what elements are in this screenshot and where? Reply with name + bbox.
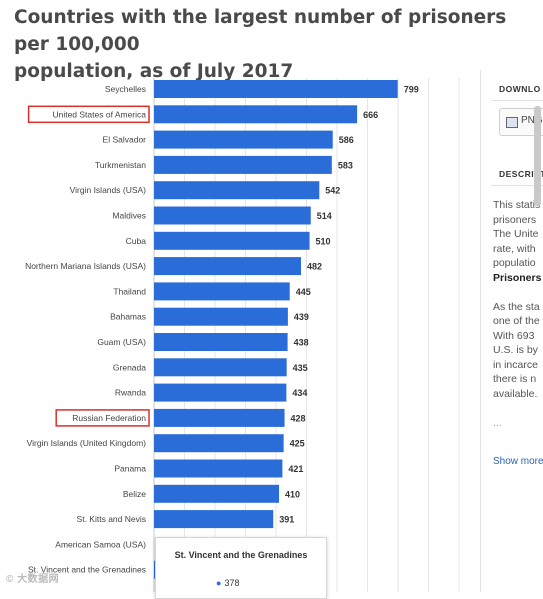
description-line: rate, with bbox=[493, 242, 536, 255]
chart-tooltip: St. Vincent and the Grenadines ● 378 bbox=[155, 537, 327, 599]
data-label: 391 bbox=[279, 515, 294, 525]
chart-title: Countries with the largest number of pri… bbox=[14, 4, 539, 85]
paragraph-line: U.S. is by bbox=[493, 344, 538, 356]
data-label: 434 bbox=[292, 388, 307, 398]
bar bbox=[154, 510, 274, 529]
category-label: American Samoa (USA) bbox=[55, 539, 146, 549]
watermark: © 大数据网 bbox=[6, 574, 60, 585]
scrollbar[interactable] bbox=[534, 106, 541, 206]
data-label: 410 bbox=[285, 489, 300, 499]
show-more-link[interactable]: Show more bbox=[493, 456, 543, 467]
category-label: Northern Mariana Islands (USA) bbox=[25, 261, 146, 271]
data-label: 439 bbox=[294, 312, 309, 322]
paragraph-line: As the sta bbox=[493, 300, 540, 313]
bar-chart: Seychelles 799 United States of America 666… bbox=[25, 78, 460, 592]
title-line-1: Countries with the largest number of pri… bbox=[14, 7, 507, 55]
title-line-2: population, as of July 2017 bbox=[14, 61, 294, 82]
data-label: 583 bbox=[338, 160, 353, 170]
bar bbox=[154, 155, 332, 174]
data-label: 586 bbox=[339, 135, 354, 145]
description-line: prisoners bbox=[493, 213, 537, 226]
sidebar-panel: DOWNLO PNG DESCRIPT This statis prisoner… bbox=[480, 70, 543, 592]
description-line: This statis bbox=[493, 199, 541, 211]
bar bbox=[154, 383, 287, 402]
bar bbox=[154, 130, 333, 149]
category-label: Bahamas bbox=[110, 312, 146, 322]
category-label: United States of America bbox=[52, 109, 146, 119]
paragraph-line: available. bbox=[493, 387, 538, 400]
data-label: 428 bbox=[291, 413, 306, 423]
bar bbox=[154, 206, 311, 225]
category-label: St. Kitts and Nevis bbox=[77, 514, 146, 524]
paragraph-line: in incarce bbox=[493, 358, 538, 371]
divider bbox=[491, 185, 543, 186]
paragraph-line: With 693 bbox=[493, 329, 535, 342]
category-label: Cuba bbox=[126, 236, 147, 246]
category-label: El Salvador bbox=[103, 135, 147, 145]
bar bbox=[154, 434, 284, 453]
description-subheading: Prisoners bbox=[493, 271, 542, 284]
description-heading: DESCRIPT bbox=[499, 169, 543, 179]
category-label: Thailand bbox=[113, 286, 146, 296]
data-label: 438 bbox=[294, 338, 309, 348]
tooltip-value-label: 378 bbox=[224, 578, 240, 588]
faded-text: ... bbox=[493, 416, 502, 429]
data-label: 514 bbox=[317, 211, 332, 221]
bar bbox=[154, 80, 398, 98]
category-label: Virgin Islands (USA) bbox=[70, 185, 147, 195]
data-label: 542 bbox=[325, 186, 340, 196]
bar bbox=[154, 358, 287, 377]
png-label: PNG bbox=[521, 115, 543, 126]
bar bbox=[154, 181, 320, 200]
bar bbox=[154, 231, 310, 250]
category-label: Russian Federation bbox=[72, 413, 146, 423]
divider bbox=[491, 100, 543, 101]
download-heading: DOWNLO bbox=[499, 84, 541, 94]
category-label: Turkmenistan bbox=[95, 160, 146, 170]
data-label: 666 bbox=[363, 110, 378, 120]
category-label: Virgin Islands (United Kingdom) bbox=[27, 438, 147, 448]
category-label: Belize bbox=[123, 489, 146, 499]
data-label: 482 bbox=[307, 262, 322, 272]
data-label: 435 bbox=[293, 363, 308, 373]
bar bbox=[154, 408, 285, 427]
tooltip-value: ● 378 bbox=[216, 578, 239, 588]
image-icon bbox=[506, 117, 518, 128]
bar bbox=[154, 459, 283, 478]
category-label: Panama bbox=[114, 464, 146, 474]
data-label: 425 bbox=[290, 439, 305, 449]
category-label: St. Vincent and the Grenadines bbox=[28, 565, 146, 575]
bar bbox=[154, 484, 280, 503]
highlight-box bbox=[27, 105, 150, 124]
bar bbox=[154, 282, 290, 301]
bar bbox=[154, 333, 288, 351]
data-label: 421 bbox=[288, 464, 303, 474]
category-label: Guam (USA) bbox=[97, 337, 146, 347]
data-label: 445 bbox=[296, 287, 311, 297]
bar bbox=[154, 257, 302, 276]
description-line: populatio bbox=[493, 257, 536, 269]
description-line: The Unite bbox=[493, 228, 539, 240]
category-label: Seychelles bbox=[105, 84, 146, 94]
data-label: 510 bbox=[316, 236, 331, 246]
paragraph-line: there is n bbox=[493, 373, 537, 385]
data-label: 799 bbox=[404, 85, 419, 95]
bar bbox=[154, 307, 288, 326]
highlight-box bbox=[55, 409, 150, 427]
category-label: Grenada bbox=[113, 362, 146, 372]
category-label: Rwanda bbox=[115, 388, 146, 398]
category-label: Maldives bbox=[112, 211, 146, 221]
series-dot-icon: ● bbox=[216, 578, 222, 588]
tooltip-title: St. Vincent and the Grenadines bbox=[174, 550, 308, 560]
bar bbox=[154, 105, 358, 124]
description-text: This statis prisoners The Unite rate, wi… bbox=[493, 198, 543, 430]
paragraph-line: one of the bbox=[493, 315, 540, 327]
